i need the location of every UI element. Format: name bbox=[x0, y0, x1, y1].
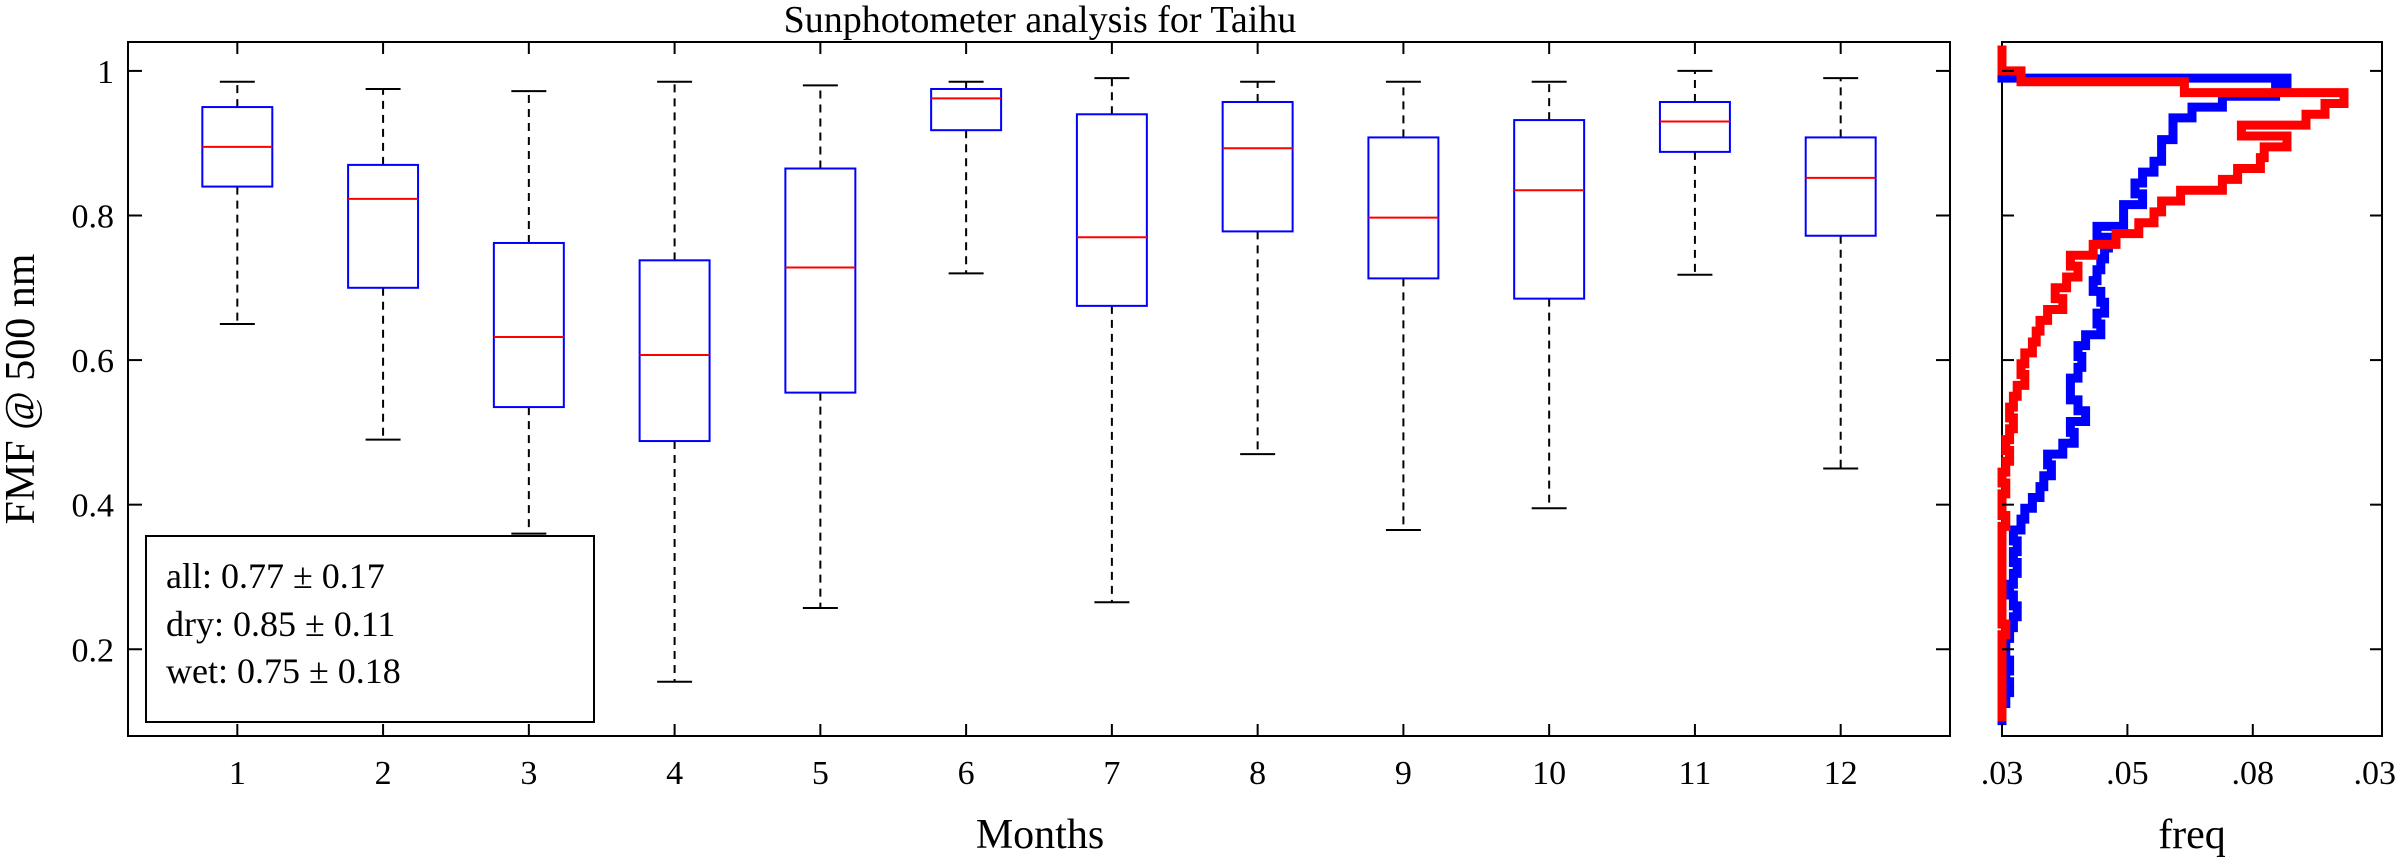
x-tick-label: 6 bbox=[958, 755, 975, 792]
x-tick-label: 4 bbox=[666, 755, 683, 792]
histogram-x-ticks: .03 .05 .08 .03 bbox=[1981, 724, 2396, 792]
y-axis-ticks: 0.2 0.4 0.6 0.8 1 bbox=[72, 54, 1950, 669]
x-tick-label: 7 bbox=[1103, 755, 1120, 792]
legend-box bbox=[145, 535, 595, 723]
box-month-6 bbox=[930, 80, 1003, 275]
x-tick-label: 5 bbox=[812, 755, 829, 792]
box-month-5 bbox=[784, 84, 857, 610]
histogram-x-tick-label: .05 bbox=[2106, 755, 2149, 792]
iqr-box bbox=[638, 259, 711, 443]
chart-title: Sunphotometer analysis for Taihu bbox=[784, 0, 1297, 41]
histogram-series-1 bbox=[1997, 45, 2292, 726]
y-tick-label: 1 bbox=[97, 54, 114, 91]
x-tick-label: 11 bbox=[1679, 755, 1712, 792]
x-axis-label: Months bbox=[976, 812, 1104, 858]
box-month-12 bbox=[1804, 77, 1877, 470]
histogram-x-axis-label: freq bbox=[2158, 812, 2226, 858]
histogram-x-tick-label: .03 bbox=[2354, 755, 2397, 792]
x-tick-label: 1 bbox=[229, 755, 246, 792]
y-axis-label: FMF @ 500 nm bbox=[0, 253, 44, 524]
box-month-8 bbox=[1221, 80, 1294, 456]
iqr-box bbox=[1658, 101, 1731, 153]
box-layer bbox=[201, 69, 1877, 683]
iqr-box bbox=[1075, 113, 1148, 307]
box-month-4 bbox=[638, 80, 711, 683]
legend-entry-dry: dry: 0.85 ± 0.11 bbox=[166, 604, 395, 644]
box-month-9 bbox=[1367, 80, 1440, 531]
box-month-3 bbox=[492, 90, 565, 535]
y-tick-label: 0.4 bbox=[72, 488, 115, 525]
iqr-box bbox=[1221, 101, 1294, 233]
histogram-x-tick-label: .08 bbox=[2232, 755, 2275, 792]
iqr-box bbox=[1367, 136, 1440, 280]
x-tick-label: 9 bbox=[1395, 755, 1412, 792]
iqr-box bbox=[930, 87, 1003, 132]
x-tick-label: 2 bbox=[375, 755, 392, 792]
iqr-box bbox=[784, 167, 857, 394]
x-axis-ticks: 1 2 3 4 5 6 7 8 9 10 11 12 bbox=[229, 42, 1858, 792]
histogram-y-ticks bbox=[2002, 69, 2382, 651]
y-tick-label: 0.6 bbox=[72, 343, 115, 380]
x-tick-label: 12 bbox=[1824, 755, 1858, 792]
box-month-2 bbox=[347, 87, 420, 441]
y-tick-label: 0.8 bbox=[72, 199, 115, 236]
box-month-10 bbox=[1513, 80, 1586, 510]
box-month-11 bbox=[1658, 69, 1731, 276]
x-tick-label: 8 bbox=[1249, 755, 1266, 792]
iqr-box bbox=[492, 241, 565, 409]
iqr-box bbox=[347, 163, 420, 289]
box-month-7 bbox=[1075, 77, 1148, 604]
histogram-layer bbox=[1997, 45, 2349, 726]
x-tick-label: 3 bbox=[520, 755, 537, 792]
box-month-1 bbox=[201, 80, 274, 325]
y-tick-label: 0.2 bbox=[72, 632, 115, 669]
iqr-box bbox=[1513, 119, 1586, 300]
histogram-x-tick-label: .03 bbox=[1981, 755, 2024, 792]
legend-entry-all: all: 0.77 ± 0.17 bbox=[166, 556, 385, 596]
x-tick-label: 10 bbox=[1532, 755, 1566, 792]
histogram-series-2 bbox=[1997, 45, 2349, 722]
iqr-box bbox=[1804, 136, 1877, 237]
legend: all: 0.77 ± 0.17 dry: 0.85 ± 0.11 wet: 0… bbox=[145, 535, 595, 723]
legend-entry-wet: wet: 0.75 ± 0.18 bbox=[166, 651, 401, 691]
histogram-area bbox=[2001, 41, 2383, 737]
